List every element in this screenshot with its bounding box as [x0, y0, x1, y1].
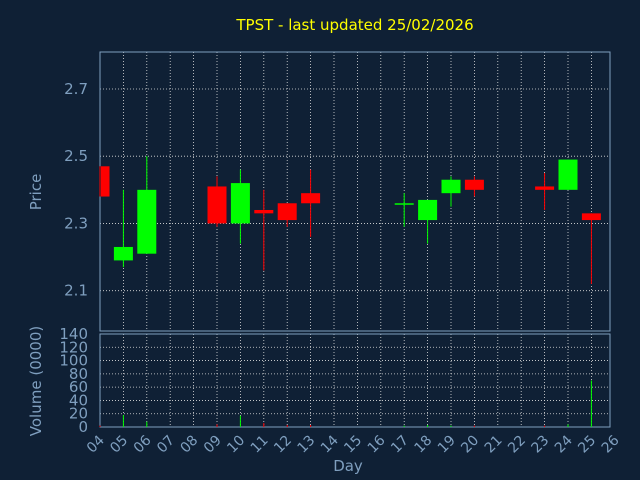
x-tick-label: 05: [107, 433, 131, 457]
candle: [99, 166, 110, 197]
x-tick-label: 20: [458, 433, 482, 457]
x-tick-label: 16: [365, 432, 389, 456]
candle-body: [113, 246, 133, 261]
candle-body: [207, 186, 227, 224]
x-tick-label: 18: [412, 433, 436, 457]
candle: [464, 176, 484, 197]
price-gridlines: [100, 52, 610, 331]
x-tick-label: 09: [201, 433, 225, 457]
price-panel: 2.1 2.3 2.5 2.7 Price: [27, 51, 611, 332]
candle-body: [441, 179, 461, 194]
candle-body: [418, 199, 438, 221]
x-tick-label: 08: [178, 433, 202, 457]
candle: [558, 159, 578, 190]
x-tick-label: 14: [318, 432, 342, 456]
candle: [581, 213, 601, 284]
candle: [394, 193, 414, 227]
volume-tick-label: 80: [69, 365, 88, 383]
candle: [277, 203, 297, 227]
x-tick-label: 23: [529, 433, 553, 457]
candle: [137, 156, 157, 254]
candle-body: [277, 203, 297, 221]
candle-body: [558, 159, 578, 190]
candle-body: [230, 183, 250, 224]
volume-tick-label: 140: [59, 325, 88, 343]
volume-tick-label: 100: [59, 352, 88, 370]
price-axis-label: Price: [27, 174, 45, 211]
x-tick-label: 13: [295, 433, 319, 457]
x-tick-label: 26: [599, 432, 623, 456]
candle-body: [137, 189, 157, 254]
volume-tick-label: 20: [69, 405, 88, 423]
x-tick-label: 17: [388, 433, 412, 457]
x-tick-label: 22: [505, 433, 529, 457]
price-tick-label: 2.7: [64, 80, 88, 98]
candle-body: [535, 186, 555, 190]
candle: [418, 199, 438, 244]
x-tick-label: 21: [482, 433, 506, 457]
x-tick-label: 25: [575, 433, 599, 457]
volume-bars: [99, 380, 592, 427]
x-tick-label: 19: [435, 433, 459, 457]
candle: [535, 173, 555, 210]
x-axis-label: Day: [333, 457, 363, 475]
volume-tick-label: 40: [69, 391, 88, 409]
price-tick-label: 2.3: [64, 214, 88, 232]
candle-body: [581, 213, 601, 221]
price-plot-frame: [99, 51, 611, 332]
candle-body: [101, 166, 110, 197]
price-tick-label: 2.1: [64, 282, 88, 300]
x-tick-label: 11: [248, 433, 272, 457]
volume-gridlines: [100, 334, 610, 427]
candle: [113, 189, 133, 268]
candle-body: [464, 179, 484, 190]
candle-body: [301, 193, 321, 204]
x-axis-ticks: 04 05 06 07 08 09 10 11 12 13 14 15 16 17 18 19 20 21 22 23…: [84, 432, 623, 456]
x-tick-label: 06: [131, 432, 155, 456]
volume-axis-label: Volume (0000): [27, 326, 45, 436]
candle: [207, 176, 227, 227]
x-tick-label: 15: [341, 433, 365, 457]
volume-tick-label: 120: [59, 338, 88, 356]
candle-body: [394, 203, 414, 205]
x-tick-label: 12: [271, 433, 295, 457]
candle: [254, 189, 274, 271]
price-y-axis-ticks: 2.1 2.3 2.5 2.7: [64, 80, 88, 300]
candle: [301, 169, 321, 237]
x-tick-label: 10: [224, 433, 248, 457]
volume-tick-label: 60: [69, 378, 88, 396]
volume-plot-frame: [99, 333, 611, 428]
candle: [441, 176, 461, 207]
x-tick-label: 04: [84, 432, 108, 456]
x-tick-label: 24: [552, 432, 576, 456]
candle: [230, 169, 250, 244]
candles: [99, 156, 601, 284]
price-tick-label: 2.5: [64, 147, 88, 165]
chart-title: TPST - last updated 25/02/2026: [235, 16, 473, 34]
volume-tick-label: 0: [78, 418, 88, 436]
x-tick-label: 07: [154, 433, 178, 457]
candle-body: [254, 209, 274, 214]
